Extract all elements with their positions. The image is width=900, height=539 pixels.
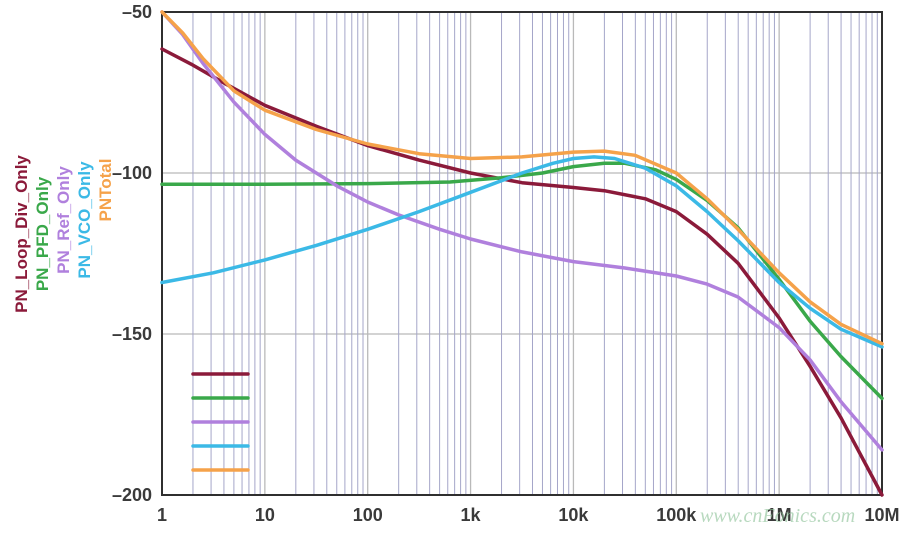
axis-series-label: PN_VCO_Only (75, 95, 95, 345)
y-tick-label: –200 (112, 485, 152, 505)
chart-canvas: 1 10 100 1k 10k 100k 1M 10M –200 –150 –100 –50 (0, 0, 900, 539)
x-tick-label: 100 (353, 505, 383, 525)
y-tick-label: –150 (112, 324, 152, 344)
phase-noise-chart: PN_Loop_Div_OnlyPN_PFD_OnlyPN_Ref_OnlyPN… (0, 0, 900, 539)
y-tick-label: –100 (112, 163, 152, 183)
axis-series-label: PN_Ref_Only (54, 95, 74, 345)
x-tick-label: 100k (656, 505, 697, 525)
x-tick-label: 1M (767, 505, 792, 525)
axis-series-label: PN_PFD_Only (33, 109, 53, 359)
axis-series-label: PNTotal (96, 65, 116, 315)
x-tick-label: 10k (558, 505, 589, 525)
axis-series-label: PN_Loop_Div_Only (12, 109, 32, 359)
x-tick-label: 1 (157, 505, 167, 525)
x-tick-label: 10 (255, 505, 275, 525)
y-tick-label: –50 (122, 2, 152, 22)
x-tick-label: 1k (461, 505, 482, 525)
x-tick-label: 10M (864, 505, 899, 525)
